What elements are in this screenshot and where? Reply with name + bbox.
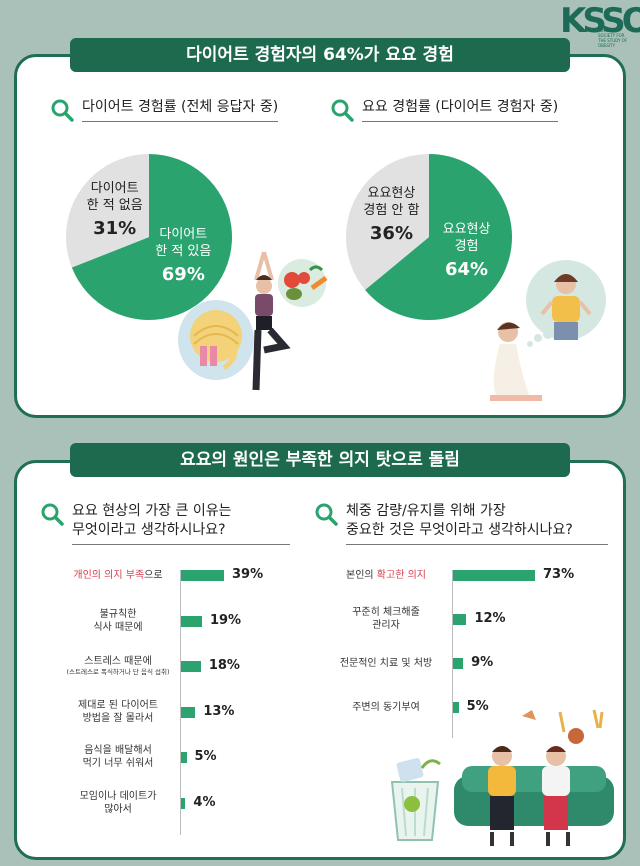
question-yoyo-reason: 요요 현상의 가장 큰 이유는 무엇이라고 생각하시나요?	[40, 502, 290, 545]
pie-slice-label: 다이어트 한 적 없음 31%	[70, 180, 160, 239]
bar-category-text: 식사 때문에	[93, 621, 143, 633]
bar	[181, 661, 201, 672]
bar-category-note: (스트레스로 폭식하거나 단 음식 섭취)	[66, 667, 170, 676]
bar	[181, 706, 196, 718]
pie-slice-name: 경험	[454, 238, 479, 254]
question-text: 요요 현상의 가장 큰 이유는 무엇이라고 생각하시나요?	[72, 502, 290, 545]
pie-slice-label: 요요현상 경험 64%	[422, 221, 512, 280]
thinking-woman-illustration	[490, 260, 606, 401]
bar-category-text: 꾸준히 체크해줄	[352, 607, 420, 618]
question-line: 요요 현상의 가장 큰 이유는	[72, 503, 232, 519]
bar-value-label: 73%	[543, 567, 575, 582]
bar-category-text: 스트레스 때문에	[84, 655, 152, 667]
pie-slice-name: 한 적 없음	[86, 197, 143, 213]
pie-slice	[71, 154, 232, 320]
pie-slice-value: 31%	[93, 217, 137, 239]
question-line: 체중 감량/유지를 위해 가장	[346, 503, 506, 519]
ksso-logo: KSSO KOREAN SOCIETY FOR THE STUDY OF OBE…	[560, 4, 640, 50]
yoga-woman-illustration	[252, 251, 291, 391]
section1-banner: 다이어트 경험자의 64%가 요요 경험	[70, 38, 570, 72]
bar-category-label: 제대로 된 다이어트 방법을 잘 몰라서	[58, 699, 178, 725]
bar	[181, 615, 202, 627]
bar-category-label: 개인의 의지 부족으로	[58, 569, 178, 582]
bar	[453, 570, 535, 581]
bar-value-label: 5%	[466, 699, 489, 714]
bar-value-label: 12%	[474, 611, 506, 626]
bar-category-text: 방법을 잘 몰라서	[82, 712, 154, 724]
bar	[181, 752, 187, 763]
bar-category-text: 개인의 의지 부족	[73, 569, 145, 581]
pie-slice-value: 69%	[161, 264, 205, 286]
question-text: 체중 감량/유지를 위해 가장 중요한 것은 무엇이라고 생각하시나요?	[346, 502, 608, 545]
bar-value-label: 5%	[194, 749, 217, 764]
bar-value-label: 19%	[209, 612, 242, 628]
pie-slice-name: 요요현상	[442, 221, 491, 237]
diet-experience-pie	[66, 154, 232, 320]
pie-slice-name: 요요현상	[367, 186, 416, 202]
pie-slice-label: 다이어트 한 적 있음 69%	[138, 226, 228, 286]
bar-category-text: 많아서	[104, 803, 132, 815]
vegetables-illustration	[278, 259, 328, 307]
bar	[453, 614, 467, 625]
pie-slice-value: 36%	[369, 223, 413, 245]
question-line: 무엇이라고 생각하시나요?	[72, 522, 226, 538]
bar-value-label: 18%	[208, 658, 240, 673]
yoyo-experience-pie	[346, 154, 512, 320]
pie-slice-name: 다이어트	[159, 227, 208, 243]
section2-banner: 요요의 원인은 부족한 의지 탓으로 돌림	[70, 443, 570, 477]
couple-eating-illustration	[454, 709, 614, 846]
search-icon	[331, 99, 354, 122]
question-line: 중요한 것은 무엇이라고 생각하시나요?	[346, 522, 573, 538]
question-yoyo-experience: 요요 경험률 (다이어트 경험자 중)	[330, 98, 559, 122]
bar-category-label: 주변의 동기부여	[324, 701, 448, 714]
logo-subtitle: KOREAN SOCIETY FOR THE STUDY OF OBESITY	[598, 28, 628, 48]
bar-category-text: 제대로 된 다이어트	[78, 699, 158, 711]
pie-slice-value: 64%	[445, 258, 489, 280]
bar-category-label: 모임이나 데이트가 많아서	[58, 790, 178, 816]
bar	[181, 797, 186, 809]
diet-trash-can-illustration	[390, 758, 441, 841]
bar	[453, 658, 464, 669]
pie-slice	[66, 154, 149, 268]
bar-category-label: 불규칙한 식사 때문에	[58, 608, 178, 634]
bar-category-text: 모임이나 데이트가	[79, 790, 157, 802]
bar-category-text: 확고한 의지	[376, 569, 426, 581]
question-text: 다이어트 경험률 (전체 응답자 중)	[82, 98, 279, 122]
logo-mark: KSSO	[560, 1, 640, 41]
search-icon	[41, 503, 64, 526]
bar-category-text: 음식을 배달해서	[84, 745, 152, 756]
pie-slice-name: 다이어트	[90, 180, 139, 196]
bar-value-label: 9%	[471, 655, 494, 670]
bar-category-label: 전문적인 치료 및 처방	[324, 657, 448, 670]
bar-category-text: 먹기 너무 쉬워서	[82, 758, 154, 769]
bar-category-text: 전문적인 치료 및 처방	[339, 657, 433, 669]
bar-category-text: 본인의	[346, 569, 377, 581]
bar-axis	[180, 570, 181, 835]
bar-category-text: 으로	[144, 569, 163, 581]
pie-slice-label: 요요현상 경험 안 함 36%	[346, 185, 436, 245]
pie-slice	[365, 154, 512, 320]
question-weight-key-factor: 체중 감량/유지를 위해 가장 중요한 것은 무엇이라고 생각하시나요?	[314, 502, 608, 545]
pie-slice-name: 경험 안 함	[363, 203, 420, 219]
bar	[181, 570, 224, 581]
pie-slice-name: 한 적 있음	[155, 244, 212, 260]
bar-value-label: 39%	[232, 567, 264, 582]
bar-category-label: 본인의 확고한 의지	[324, 569, 448, 582]
bar-category-text: 주변의 동기부여	[352, 701, 420, 713]
bar	[453, 702, 459, 713]
search-icon	[51, 99, 74, 122]
bar-axis	[452, 570, 453, 738]
exercise-ball-illustration	[178, 300, 254, 380]
search-icon	[315, 503, 338, 526]
bar-category-label: 스트레스 때문에 (스트레스로 폭식하거나 단 음식 섭취)	[58, 655, 178, 677]
pie-slice	[346, 154, 429, 290]
bar-value-label: 13%	[203, 703, 235, 719]
bar-category-text: 불규칙한	[99, 608, 137, 620]
question-diet-experience: 다이어트 경험률 (전체 응답자 중)	[50, 98, 279, 122]
question-text: 요요 경험률 (다이어트 경험자 중)	[362, 98, 559, 122]
bar-category-text: 관리자	[372, 620, 400, 631]
bar-value-label: 4%	[193, 794, 216, 810]
